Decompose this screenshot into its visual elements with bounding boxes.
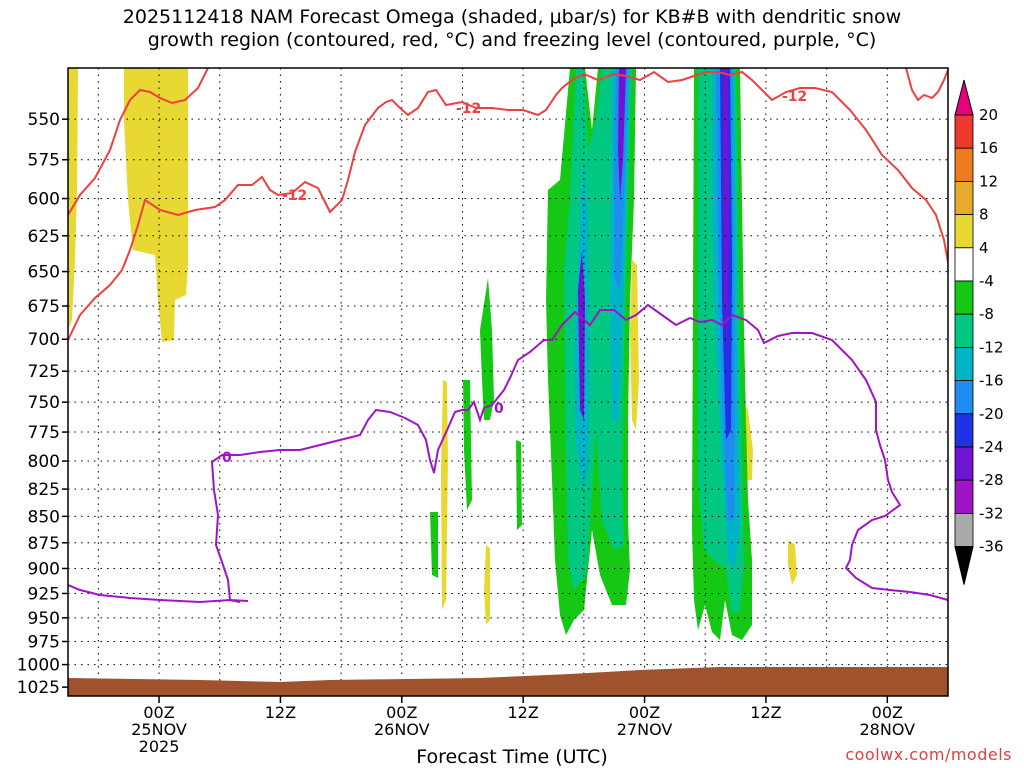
x-tick-label: 28NOV — [860, 720, 916, 739]
y-tick-label: 725 — [28, 362, 60, 382]
surface-terrain — [68, 667, 948, 696]
y-tick-label: 900 — [28, 559, 60, 579]
x-tick-label: 25NOV — [131, 720, 187, 739]
y-tick-label: 925 — [28, 584, 60, 604]
y-tick-label: 1000 — [17, 656, 60, 676]
omega-positive-streak — [630, 260, 639, 430]
freezing-level-contour-main — [210, 303, 948, 603]
omega-plume-2-core-d — [723, 68, 729, 360]
x-tick-label: 00Z — [872, 703, 903, 722]
y-tick-label: 1025 — [17, 678, 60, 698]
y-tick-label: 975 — [28, 633, 60, 653]
dendritic-contour-main — [68, 70, 948, 341]
colorbar-segment — [954, 313, 974, 348]
colorbar-segment — [954, 346, 974, 381]
colorbar-segment — [954, 147, 974, 182]
site-credit: coolwx.com/models — [845, 745, 1012, 764]
colorbar-segment — [954, 479, 974, 514]
colorbar-label: -8 — [979, 305, 994, 323]
colorbar-label: -36 — [979, 538, 1004, 556]
colorbar-label: 8 — [979, 206, 989, 224]
dendritic-label: -12 — [456, 101, 481, 117]
colorbar-label: 4 — [979, 239, 989, 257]
x-tick-label: 26NOV — [374, 720, 430, 739]
y-tick-label: 700 — [28, 330, 60, 350]
colorbar-segment — [954, 247, 974, 282]
omega-plume-1-core-d — [618, 68, 626, 200]
colorbar-segment — [954, 214, 974, 249]
colorbar: 20 16 12 8 4 -4 -8 -12 -16 -20 -24 -28 -32 -36 — [954, 79, 1004, 585]
omega-positive-streak — [788, 540, 797, 585]
chart-title: 2025112418 NAM Forecast Omega (shaded, μ… — [0, 6, 1024, 52]
y-axis: 550 575 600 625 650 675 700 725 750 775 800 825 850 8… — [17, 110, 68, 698]
colorbar-label: 20 — [979, 106, 998, 124]
freezing-label: 0 — [222, 450, 232, 466]
colorbar-arrow-bottom — [954, 546, 974, 585]
omega-negative-streak — [516, 440, 522, 530]
x-tick-label: 2025 — [139, 737, 180, 756]
y-tick-label: 675 — [28, 297, 60, 317]
dendritic-label: -12 — [282, 188, 307, 204]
colorbar-label: -32 — [979, 504, 1004, 522]
omega-plume-1-core-e — [578, 250, 585, 420]
y-tick-label: 775 — [28, 423, 60, 443]
colorbar-segment — [954, 446, 974, 481]
freezing-level-contour-lower — [68, 584, 249, 604]
colorbar-label: -20 — [979, 405, 1004, 423]
shaded-field — [68, 68, 797, 640]
y-tick-label: 600 — [28, 190, 60, 210]
x-tick-label: 12Z — [750, 703, 781, 722]
y-tick-label: 825 — [28, 480, 60, 500]
omega-negative-streak — [430, 512, 438, 578]
y-tick-label: 575 — [28, 151, 60, 171]
colorbar-arrow-top — [954, 79, 974, 116]
dendritic-label: -12 — [782, 89, 807, 105]
colorbar-label: -4 — [979, 272, 994, 290]
x-tick-label: 00Z — [386, 703, 417, 722]
colorbar-segment — [954, 380, 974, 415]
omega-negative-streak — [463, 380, 472, 510]
x-tick-label: 00Z — [629, 703, 660, 722]
y-tick-label: 800 — [28, 452, 60, 472]
title-line-2: growth region (contoured, red, °C) and f… — [147, 29, 877, 51]
freezing-label: 0 — [494, 401, 504, 417]
colorbar-segment — [954, 280, 974, 315]
x-tick-label: 27NOV — [617, 720, 673, 739]
colorbar-label: 16 — [979, 139, 998, 157]
omega-positive-region-left-edge — [68, 68, 78, 330]
colorbar-segment — [954, 114, 974, 149]
y-tick-label: 850 — [28, 507, 60, 527]
x-tick-label: 12Z — [265, 703, 296, 722]
colorbar-segment — [954, 513, 974, 548]
y-tick-label: 950 — [28, 609, 60, 629]
omega-negative-streak — [480, 278, 494, 420]
colorbar-label: -12 — [979, 338, 1004, 356]
y-tick-label: 650 — [28, 263, 60, 283]
plot-border — [67, 67, 949, 697]
colorbar-label: 12 — [979, 172, 998, 190]
omega-positive-region-upper — [124, 68, 188, 342]
dendritic-contour-upper — [68, 68, 209, 216]
y-tick-label: 625 — [28, 227, 60, 247]
colorbar-segment — [954, 413, 974, 448]
dendritic-contour-right — [905, 68, 948, 102]
y-tick-label: 550 — [28, 110, 60, 130]
title-line-1: 2025112418 NAM Forecast Omega (shaded, μ… — [122, 6, 902, 28]
y-tick-label: 750 — [28, 393, 60, 413]
colorbar-label: -28 — [979, 471, 1004, 489]
colorbar-label: -16 — [979, 372, 1004, 390]
colorbar-segment — [954, 180, 974, 215]
omega-positive-streak — [484, 545, 490, 625]
x-axis-title: Forecast Time (UTC) — [416, 746, 608, 768]
x-tick-label: 00Z — [143, 703, 174, 722]
y-tick-label: 875 — [28, 534, 60, 554]
x-tick-label: 12Z — [508, 703, 539, 722]
colorbar-label: -24 — [979, 438, 1004, 456]
